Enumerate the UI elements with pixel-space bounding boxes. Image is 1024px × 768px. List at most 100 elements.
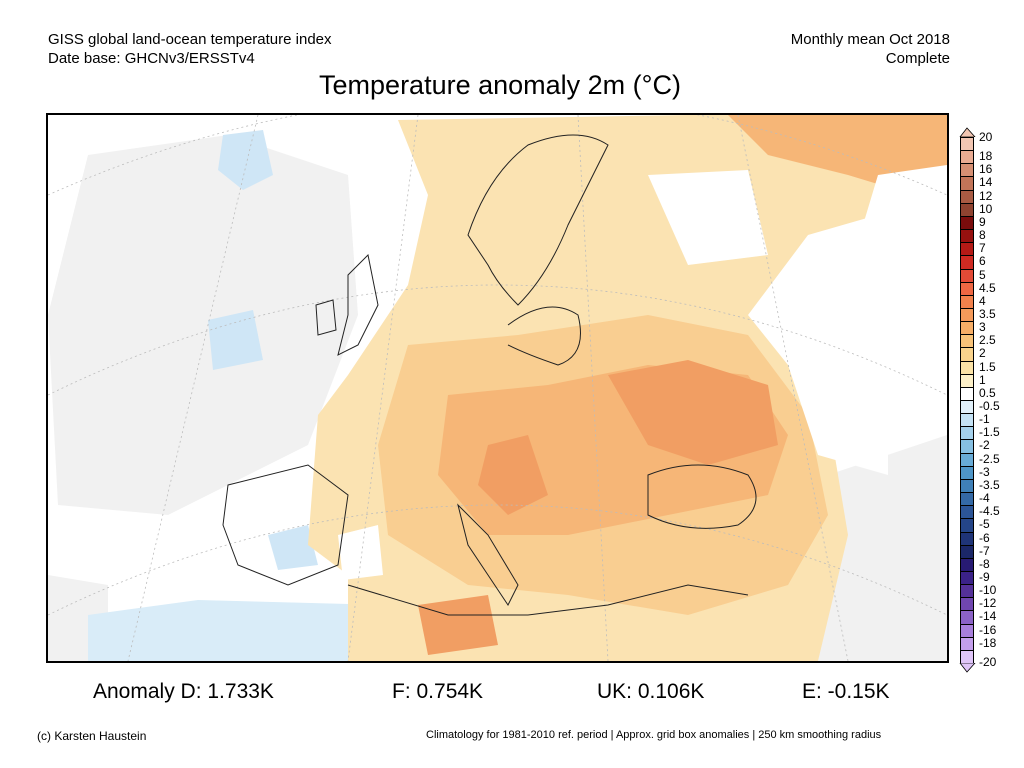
- colorbar-label: 1.5: [979, 359, 996, 374]
- colorbar-swatch: [960, 636, 974, 650]
- colorbar-label: 14: [979, 175, 993, 190]
- graticule: [48, 115, 947, 661]
- italy-coast: [457, 503, 519, 606]
- colorbar-swatch: [960, 623, 974, 637]
- anomaly-germany: Anomaly D: 1.733K: [93, 680, 274, 703]
- colorbar-swatch: [960, 478, 974, 493]
- no-data-white-1: [648, 170, 768, 265]
- warm-field-4: [608, 360, 778, 465]
- completeness-label: Complete: [885, 50, 950, 67]
- colorbar-swatch: [960, 465, 974, 480]
- colorbar-swatch: [960, 176, 974, 190]
- colorbar-label: -4.5: [979, 504, 1000, 519]
- colorbar-label: -3: [979, 464, 990, 479]
- colorbar-swatch: [960, 439, 974, 453]
- colorbar-label: 3.5: [979, 306, 996, 321]
- colorbar-label: 20: [979, 130, 993, 144]
- colorbar-swatch: [960, 307, 974, 322]
- colorbar-swatch: [960, 163, 974, 177]
- colorbar-bottom-arrow: [959, 663, 976, 673]
- colorbar-swatch: [960, 557, 974, 572]
- no-data-white-2: [848, 165, 947, 375]
- colorbar-swatch: [960, 452, 974, 466]
- colorbar-swatch: [960, 505, 974, 519]
- colorbar-label: -1: [979, 412, 990, 427]
- mediterranean-coast: [347, 584, 749, 616]
- warm-field-6: [418, 595, 498, 655]
- colorbar-label: -2: [979, 438, 990, 453]
- colorbar-swatch: [960, 268, 974, 282]
- iberia-coast: [222, 464, 349, 586]
- colorbar-label: -0.5: [979, 399, 1000, 413]
- methodology-note: Climatology for 1981-2010 ref. period | …: [426, 729, 882, 741]
- colorbar-label: 7: [979, 241, 986, 256]
- colorbar-label: -3.5: [979, 477, 1000, 492]
- missing-data-areas: [48, 135, 947, 661]
- colorbar-label: -20: [979, 654, 997, 669]
- colorbar-swatch: [960, 373, 974, 387]
- colorbar-swatch: [960, 492, 974, 506]
- colorbar-swatch: [960, 386, 974, 401]
- baltic-coast: [507, 306, 581, 366]
- colorbar-label: 2.5: [979, 333, 996, 348]
- colorbar-label: 8: [979, 228, 986, 243]
- anomaly-france: F: 0.754K: [392, 680, 484, 703]
- colorbar-swatch: [960, 202, 974, 217]
- dataset-info: GISS global land-ocean temperature index…: [48, 30, 332, 68]
- scandinavia-coast: [467, 134, 609, 306]
- colorbar-label: -5: [979, 517, 990, 532]
- colorbar-swatch: [960, 597, 974, 611]
- ireland-coast: [315, 299, 337, 336]
- colorbar-swatch: [960, 610, 974, 624]
- colorbar-label: -18: [979, 635, 997, 650]
- colorbar-swatch: [960, 570, 974, 585]
- colorbar-swatch: [960, 255, 974, 269]
- colorbar-swatch: [960, 413, 974, 427]
- colorbar-label: -4: [979, 491, 990, 506]
- colorbar-swatch: [960, 189, 974, 203]
- colorbar-swatch: [960, 584, 974, 598]
- cold-patch-atlantic-2: [208, 310, 263, 370]
- cold-patch-iberia: [268, 525, 318, 570]
- database-name: Date base: GHCNv3/ERSSTv4: [48, 50, 255, 67]
- colorbar-label: 0.5: [979, 385, 996, 400]
- anomaly-uk: UK: 0.106K: [597, 680, 705, 703]
- map-title: Temperature anomaly 2m (°C): [319, 70, 681, 100]
- colorbar-label: -6: [979, 530, 990, 545]
- colorbar-label: 2: [979, 346, 986, 361]
- coastlines: [222, 134, 757, 616]
- colorbar-label: 9: [979, 214, 986, 229]
- colorbar-label: -1.5: [979, 425, 1000, 440]
- colorbar-swatch: [960, 518, 974, 532]
- colorbar-label: 4: [979, 293, 986, 308]
- colorbar-swatch: [960, 242, 974, 256]
- anomaly-map: [46, 113, 949, 663]
- colorbar-swatch: [960, 347, 974, 361]
- colorbar-label: 10: [979, 201, 993, 216]
- anomaly-spain: E: -0.15K: [802, 680, 890, 703]
- period-label: Monthly mean Oct 2018: [790, 31, 950, 48]
- cold-patch-atlantic-1: [218, 130, 273, 190]
- warm-field-5: [478, 435, 548, 515]
- colorbar-swatch: [960, 281, 974, 295]
- colorbar-label: 16: [979, 162, 993, 177]
- colorbar-label: -2.5: [979, 451, 1000, 466]
- colorbar-label: -14: [979, 609, 997, 624]
- colorbar-label: -8: [979, 556, 990, 571]
- colorbar-label: -7: [979, 543, 990, 558]
- colorbar-swatch: [960, 426, 974, 440]
- colorbar-label: 4.5: [979, 280, 996, 295]
- colorbar-swatch: [960, 294, 974, 309]
- period-info: Monthly mean Oct 2018 Complete: [791, 30, 950, 68]
- anomaly-fields: [88, 115, 947, 661]
- colorbar-swatch: [960, 531, 974, 545]
- colorbar-swatch: [960, 360, 974, 374]
- colorbar-swatch: [960, 215, 974, 230]
- colorbar-label: -12: [979, 596, 997, 611]
- britain-coast: [337, 253, 379, 356]
- colorbar-label: 3: [979, 320, 986, 335]
- colorbar-swatch: [960, 334, 974, 348]
- colorbar-swatch: [960, 400, 974, 414]
- colorbar-label: -10: [979, 583, 997, 598]
- cold-patch-north-africa: [88, 600, 408, 661]
